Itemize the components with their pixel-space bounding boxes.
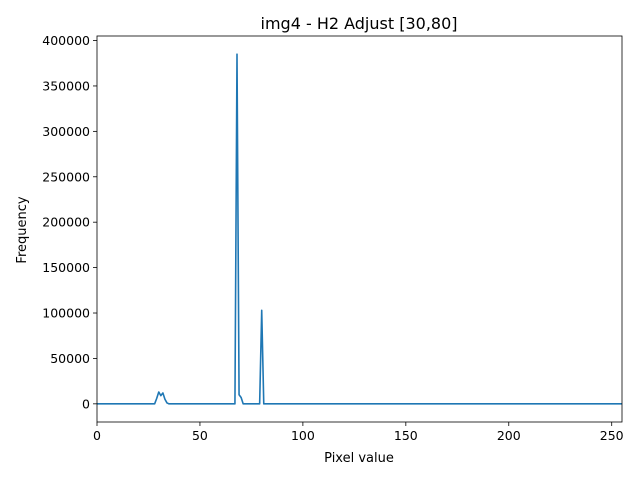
- y-axis-label: Frequency: [15, 196, 30, 263]
- x-tick-label-200: 200: [497, 428, 521, 443]
- y-tick-label-150000: 150000: [42, 260, 90, 275]
- y-tick-label-350000: 350000: [42, 78, 90, 93]
- chart-title: img4 - H2 Adjust [30,80]: [261, 14, 458, 33]
- plot-area: 0 50 100 150 200 250 0 50000 100000 150000 200000 2…: [42, 33, 623, 443]
- y-tick-label-400000: 400000: [42, 33, 90, 48]
- y-tick-label-200000: 200000: [42, 215, 90, 230]
- x-tick-label-100: 100: [291, 428, 315, 443]
- x-tick-label-50: 50: [192, 428, 208, 443]
- y-tick-label-250000: 250000: [42, 169, 90, 184]
- x-axis-label: Pixel value: [324, 451, 394, 466]
- y-tick-label-50000: 50000: [50, 351, 90, 366]
- x-tick-label-150: 150: [394, 428, 418, 443]
- y-tick-label-300000: 300000: [42, 124, 90, 139]
- y-tick-label-100000: 100000: [42, 306, 90, 321]
- y-tick-label-0: 0: [82, 396, 90, 411]
- series-line-0: [97, 53, 622, 405]
- axes-frame: [96, 35, 623, 423]
- x-tick-label-0: 0: [93, 428, 101, 443]
- x-tick-label-250: 250: [600, 428, 624, 443]
